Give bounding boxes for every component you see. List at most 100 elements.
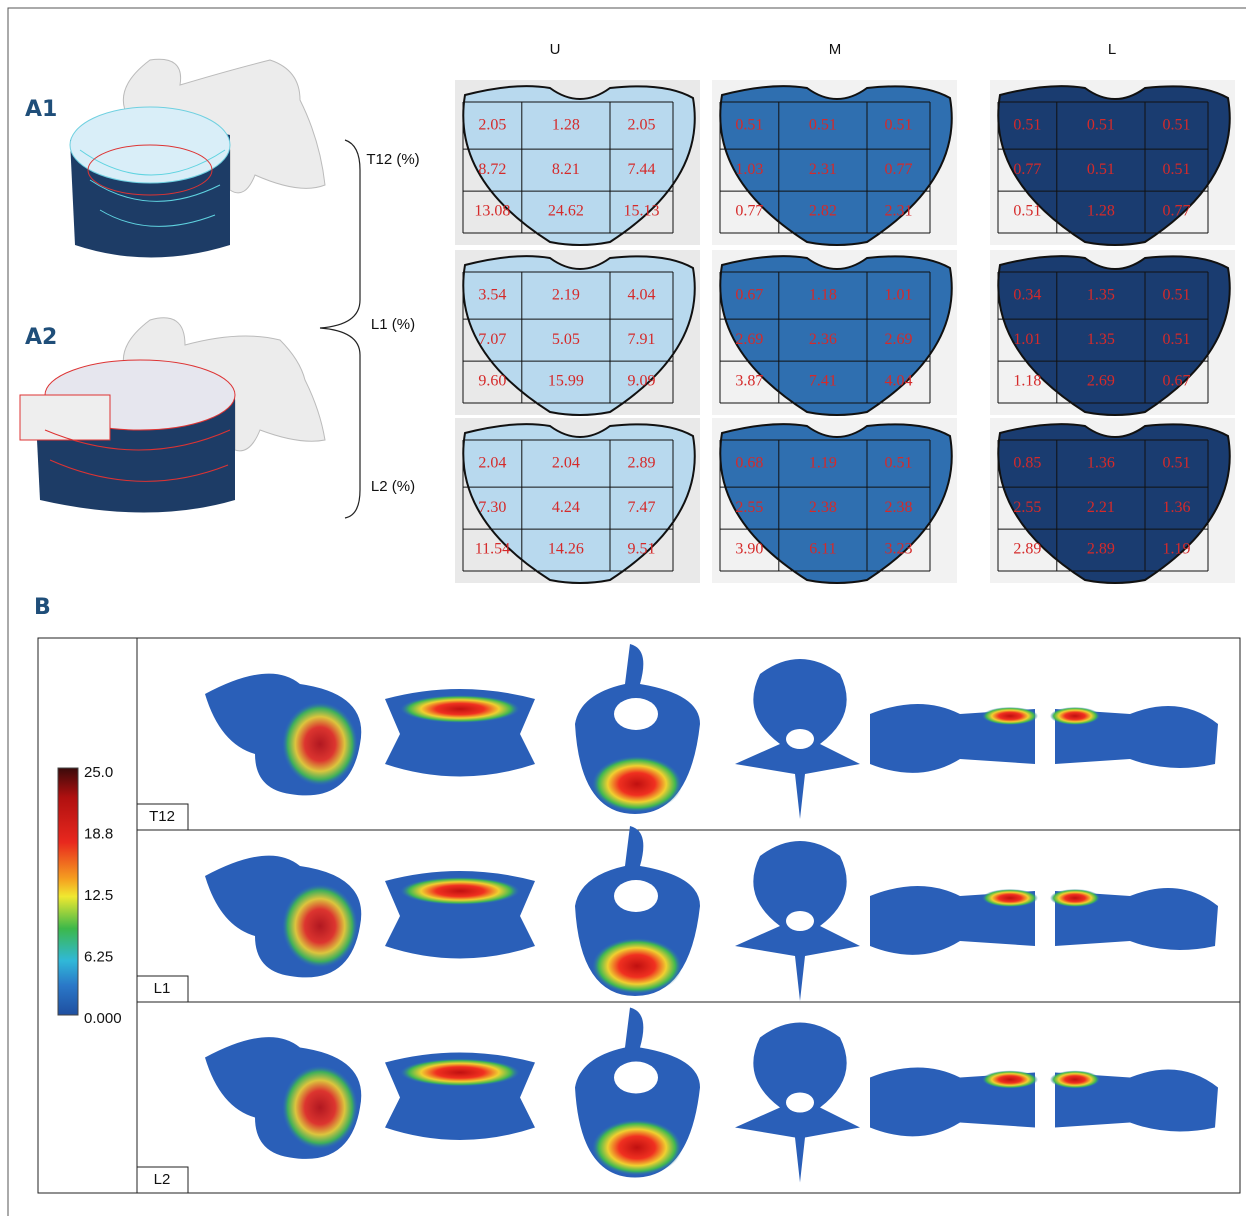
cell-value: 7.41 [809, 373, 837, 390]
stress-map [982, 1071, 1038, 1089]
cell-value: 0.85 [1013, 454, 1041, 471]
cell-value: 1.36 [1163, 499, 1191, 516]
cell-value: 3.87 [735, 373, 763, 390]
canal [614, 880, 658, 912]
cell-value: 0.51 [1013, 116, 1041, 133]
cell-value: 1.18 [809, 286, 837, 303]
cell-value: 2.89 [1013, 541, 1041, 558]
cell-value: 15.99 [548, 373, 584, 390]
canal [786, 729, 814, 749]
vertebra-a2 [20, 318, 325, 513]
stress-map [282, 1066, 358, 1150]
cell-value: 2.04 [552, 454, 580, 471]
row-label: L2 [154, 1171, 171, 1188]
cell-value: 6.11 [809, 541, 836, 558]
row-label: T12 (%) [366, 151, 419, 168]
cell-value: 1.35 [1087, 331, 1115, 348]
cell-value: 0.51 [885, 116, 913, 133]
cell-value: 0.51 [1163, 116, 1191, 133]
cell-value: 5.05 [552, 331, 580, 348]
cell-value: 2.31 [809, 161, 837, 178]
stress-map [982, 707, 1038, 725]
colorbar-label: 0.000 [84, 1010, 122, 1027]
colorbar-label: 6.25 [84, 948, 113, 965]
row-label: T12 [149, 808, 175, 825]
cell-value: 0.67 [1163, 373, 1191, 390]
colorbar [58, 768, 78, 1015]
stress-map [1050, 707, 1100, 725]
column-header: M [829, 41, 842, 58]
colorbar-label: 25.0 [84, 764, 113, 781]
cell-value: 0.51 [735, 116, 763, 133]
cell-value: 3.54 [478, 286, 506, 303]
cell-value: 4.04 [885, 373, 913, 390]
cell-value: 0.51 [1087, 161, 1115, 178]
cell-value: 8.72 [478, 161, 506, 178]
cell-value: 0.34 [1013, 286, 1041, 303]
cell-value: 2.89 [628, 454, 656, 471]
column-header: U [550, 41, 561, 58]
cell-value: 2.31 [885, 203, 913, 220]
cell-value: 0.77 [885, 161, 913, 178]
cell-value: 9.51 [628, 541, 656, 558]
stress-map [400, 695, 520, 723]
stress-map [1050, 1071, 1100, 1089]
row-label: L2 (%) [371, 478, 415, 495]
cell-value: 2.69 [1087, 373, 1115, 390]
stress-map [592, 756, 682, 812]
cell-value: 0.51 [809, 116, 837, 133]
cell-value: 0.77 [1163, 203, 1191, 220]
cell-value: 3.23 [885, 541, 913, 558]
panel-label: B [34, 595, 51, 620]
cell-value: 7.07 [478, 331, 506, 348]
cell-value: 13.08 [474, 203, 510, 220]
cell-value: 7.91 [628, 331, 656, 348]
colorbar-label: 12.5 [84, 887, 113, 904]
cell-value: 0.68 [735, 454, 763, 471]
figure: A1A2UMLT12 (%)2.051.282.058.728.217.4413… [0, 0, 1246, 1216]
cell-value: 0.51 [885, 454, 913, 471]
cell-value: 2.89 [1087, 541, 1115, 558]
cell-value: 7.47 [628, 499, 656, 516]
cell-value: 0.51 [1087, 116, 1115, 133]
row-label: L1 (%) [371, 316, 415, 333]
cell-value: 0.51 [1163, 454, 1191, 471]
canal [786, 911, 814, 931]
cell-value: 11.54 [475, 541, 510, 558]
canal [786, 1093, 814, 1113]
panel-label: A2 [25, 325, 57, 350]
cell-value: 2.19 [552, 286, 580, 303]
stress-map [592, 1120, 682, 1176]
column-header: L [1108, 41, 1116, 58]
vertebra-a1 [70, 59, 325, 257]
stress-map [982, 889, 1038, 907]
canal [614, 1062, 658, 1094]
stress-map [282, 884, 358, 968]
cell-value: 4.04 [628, 286, 656, 303]
cell-value: 9.60 [478, 373, 506, 390]
cell-value: 1.36 [1087, 454, 1115, 471]
stress-map [1050, 889, 1100, 907]
cell-value: 2.69 [885, 331, 913, 348]
brace [320, 140, 360, 518]
cell-value: 9.09 [628, 373, 656, 390]
cell-value: 14.26 [548, 541, 584, 558]
cell-value: 2.55 [1013, 499, 1041, 516]
cell-value: 0.51 [1163, 331, 1191, 348]
cell-value: 7.44 [628, 161, 656, 178]
stress-map [282, 702, 358, 786]
cell-value: 2.38 [885, 499, 913, 516]
cell-value: 0.67 [735, 286, 763, 303]
cell-value: 2.69 [735, 331, 763, 348]
cell-value: 15.13 [624, 203, 660, 220]
stress-map [400, 877, 520, 905]
colorbar-label: 18.8 [84, 825, 113, 842]
cell-value: 1.28 [552, 116, 580, 133]
cell-value: 3.90 [735, 541, 763, 558]
page: {"panel_a": { "labels": ["A1", "A2"], "c… [0, 0, 1246, 1216]
cell-value: 2.36 [809, 331, 837, 348]
stress-map [400, 1059, 520, 1087]
cell-value: 7.30 [478, 499, 506, 516]
cell-value: 1.03 [735, 161, 763, 178]
